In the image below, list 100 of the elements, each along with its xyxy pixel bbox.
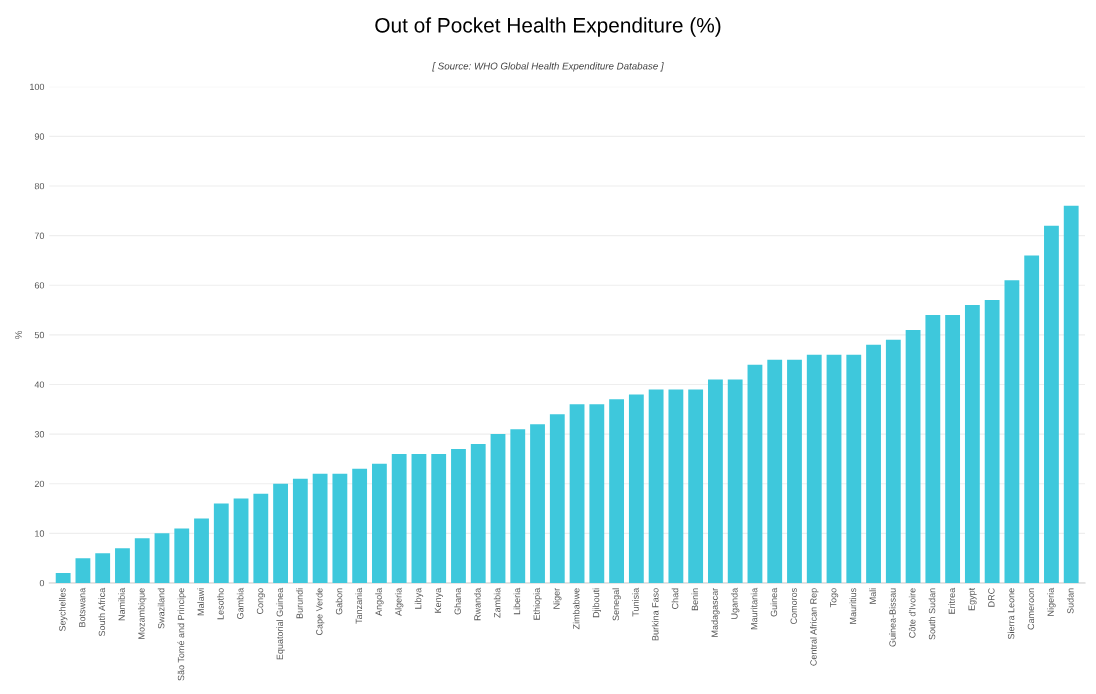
x-tick-label: Gabon (335, 588, 343, 615)
x-tick-label: Eritrea (948, 587, 956, 614)
x-tick-label: Kenya (434, 587, 443, 613)
y-tick-label: 50 (34, 331, 45, 339)
bar (589, 404, 605, 583)
x-tick-label: Seychelles (58, 588, 68, 632)
bar (569, 404, 585, 583)
bar (213, 503, 229, 583)
y-axis-title: % (15, 330, 22, 339)
y-tick-label: 60 (34, 282, 45, 289)
bar (352, 468, 368, 583)
x-tick-label: Swaziland (157, 588, 165, 629)
bar (767, 359, 783, 583)
x-tick-label: Mali (869, 588, 876, 604)
bar (273, 483, 288, 583)
bar (510, 429, 526, 583)
x-tick-label: Lesotho (217, 588, 224, 620)
x-tick-label: South Africa (98, 587, 106, 637)
bar (866, 344, 881, 583)
x-tick-label: Burkina Faso (651, 588, 659, 641)
x-tick-label: Ethiopia (533, 587, 542, 620)
bar (885, 339, 901, 583)
x-tick-label: Cape Verde (315, 588, 325, 636)
y-tick-label: 30 (34, 431, 45, 438)
x-tick-label: Ghana (454, 587, 461, 615)
bar (984, 300, 1000, 583)
bar (530, 424, 545, 583)
x-tick-label: Sudan (1067, 588, 1074, 614)
bar (431, 453, 447, 583)
y-tick-label: 20 (34, 480, 45, 488)
x-tick-label: South Sudan (928, 588, 936, 640)
bar (708, 379, 723, 583)
chart-subtitle: [ Source: WHO Global Health Expenditure Database ] (432, 62, 664, 72)
x-tick-label: Benin (691, 588, 699, 611)
x-tick-label: Togo (830, 588, 839, 608)
bar (253, 493, 269, 583)
bar (905, 329, 921, 583)
bar (332, 473, 348, 583)
x-tick-label: Mozambique (138, 588, 147, 639)
bar (115, 548, 130, 583)
x-tick-label: Namibia (118, 587, 125, 621)
bar (628, 394, 644, 583)
x-tick-label: DRC (988, 588, 995, 607)
y-tick-label: 80 (34, 182, 45, 190)
bar (1044, 225, 1059, 583)
bar (451, 448, 466, 583)
y-tick-label: 0 (39, 579, 45, 587)
bar (549, 414, 565, 583)
bar (945, 315, 961, 583)
x-tick-label: Equatorial Guinea (276, 587, 285, 660)
x-tick-label: Gambia (236, 587, 244, 619)
x-tick-label: Senegal (612, 588, 621, 621)
x-tick-label: Djibouti (592, 588, 602, 618)
x-tick-label: Malawi (197, 588, 204, 616)
bar (411, 453, 427, 583)
bar (727, 379, 743, 583)
bar (194, 518, 209, 583)
x-tick-label: Madagascar (711, 587, 720, 637)
bar (609, 399, 625, 583)
x-tick-label: Algeria (394, 587, 404, 616)
x-tick-label: Zimbabwe (572, 588, 580, 630)
x-tick-label: Rwanda (474, 587, 481, 621)
y-tick-label: 90 (34, 133, 45, 140)
bar (846, 354, 862, 583)
bar (1024, 255, 1040, 583)
y-tick-label: 10 (35, 530, 45, 537)
x-tick-label: Chad (671, 588, 679, 609)
x-tick-label: Burundi (296, 588, 303, 619)
bar (688, 389, 704, 583)
x-tick-label: Liberia (513, 587, 521, 615)
bar (826, 354, 842, 583)
bar (371, 463, 387, 583)
y-tick-label: 70 (34, 232, 45, 239)
bar (1063, 205, 1079, 583)
x-tick-label: Mauritius (849, 588, 857, 624)
bar (648, 389, 664, 583)
x-tick-label: Niger (553, 587, 562, 609)
x-tick-label: Cameroon (1027, 588, 1035, 630)
x-tick-label: Uganda (730, 587, 740, 619)
x-tick-label: Guinea (770, 587, 778, 617)
bar (174, 528, 190, 583)
bar (95, 553, 111, 583)
bar (490, 434, 506, 583)
chart-title: Out of Pocket Health Expenditure (%) (375, 17, 721, 37)
x-tick-label: Tunisia (632, 587, 639, 617)
x-tick-label: Zambia (493, 587, 501, 618)
x-tick-label: Sierra Leone (1007, 588, 1015, 640)
x-tick-label: Guinea-Bissau (889, 588, 896, 647)
x-tick-label: Egypt (968, 587, 977, 611)
x-tick-label: Comoros (790, 588, 797, 624)
x-tick-label: Libya (414, 587, 424, 609)
bar (1004, 280, 1020, 583)
bar (747, 364, 763, 583)
bar (75, 558, 91, 583)
x-tick-label: Nigeria (1047, 587, 1056, 616)
bar (233, 498, 249, 583)
bar (806, 354, 822, 583)
bar (964, 305, 980, 583)
bar (55, 573, 71, 583)
bar (154, 533, 170, 583)
